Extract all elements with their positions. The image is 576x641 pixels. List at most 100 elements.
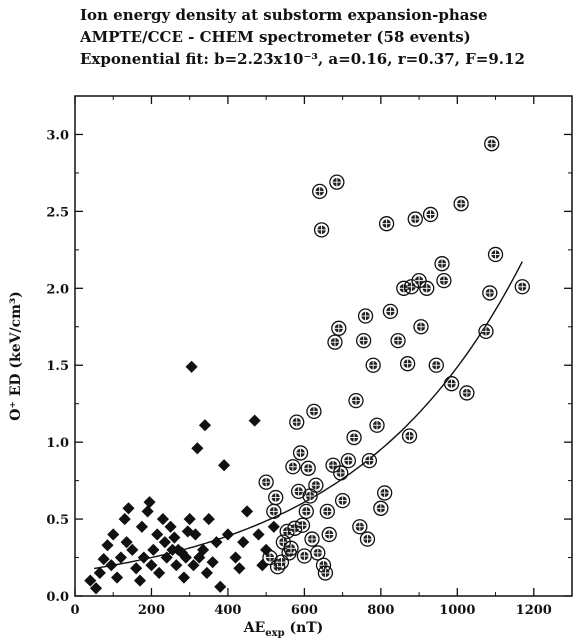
point-outer-ring bbox=[369, 417, 385, 433]
x-tick-label: 200 bbox=[138, 603, 165, 618]
diamond-point bbox=[130, 562, 143, 575]
diamond-point bbox=[141, 505, 154, 518]
diamond-point bbox=[158, 536, 171, 549]
circled-cross-point bbox=[365, 357, 381, 373]
diamond-point bbox=[177, 571, 191, 584]
diamond-point bbox=[252, 528, 265, 541]
diamond-point bbox=[147, 543, 160, 556]
diamond-point bbox=[256, 559, 269, 572]
point-outer-ring bbox=[327, 334, 343, 350]
y-tick-label: 2.0 bbox=[46, 282, 69, 297]
diamond-point bbox=[93, 566, 106, 579]
circled-cross-point bbox=[266, 503, 282, 520]
circled-cross-point bbox=[290, 483, 307, 500]
circled-cross-point bbox=[453, 196, 469, 212]
circled-cross-point bbox=[304, 531, 320, 547]
diamond-point bbox=[197, 543, 210, 556]
point-outer-ring bbox=[289, 414, 305, 430]
point-outer-ring bbox=[390, 332, 406, 349]
point-outer-ring bbox=[434, 256, 450, 272]
point-outer-ring bbox=[361, 452, 378, 469]
point-outer-ring bbox=[268, 489, 284, 506]
y-axis-label: O⁺ ED (keV/cm³) bbox=[8, 291, 24, 420]
circled-cross-point bbox=[348, 392, 364, 409]
circled-cross-point bbox=[306, 403, 322, 420]
point-outer-ring bbox=[331, 320, 347, 336]
circled-cross-point bbox=[294, 517, 311, 533]
point-outer-ring bbox=[285, 459, 301, 475]
x-tick-label: 800 bbox=[367, 603, 394, 618]
circled-cross-point bbox=[268, 489, 284, 506]
diamond-point bbox=[84, 574, 97, 587]
point-outer-ring bbox=[298, 503, 314, 520]
point-outer-ring bbox=[319, 503, 335, 520]
point-outer-ring bbox=[273, 554, 290, 570]
diamond-point bbox=[179, 551, 192, 564]
circled-cross-point bbox=[401, 428, 418, 444]
x-axis-label-unit: (nT) bbox=[285, 620, 324, 636]
point-outer-ring bbox=[407, 211, 423, 227]
circled-cross-point bbox=[352, 519, 368, 535]
circled-cross-point bbox=[313, 222, 330, 238]
plot-frame bbox=[74, 95, 573, 597]
point-outer-ring bbox=[357, 308, 374, 324]
point-outer-ring bbox=[411, 272, 427, 289]
diamond-point bbox=[191, 442, 204, 455]
point-outer-ring bbox=[329, 174, 345, 190]
y-tick-label: 1.5 bbox=[46, 359, 69, 374]
point-outer-ring bbox=[333, 465, 349, 481]
diamond-point bbox=[118, 513, 131, 526]
point-outer-ring bbox=[294, 517, 311, 533]
circled-cross-point bbox=[317, 565, 334, 581]
point-outer-ring bbox=[283, 540, 299, 556]
diamond-point bbox=[120, 536, 133, 549]
circled-cross-point bbox=[399, 356, 416, 372]
point-outer-ring bbox=[401, 428, 418, 444]
y-tick-label: 0.5 bbox=[46, 513, 69, 528]
circled-cross-point bbox=[296, 548, 313, 564]
circled-cross-point bbox=[325, 457, 341, 473]
circled-cross-point bbox=[378, 216, 395, 232]
y-tick-label: 2.5 bbox=[46, 205, 69, 220]
chart-title-block: Ion energy density at substorm expansion… bbox=[80, 4, 570, 70]
point-outer-ring bbox=[308, 477, 324, 493]
circled-cross-point bbox=[419, 280, 435, 296]
circled-cross-point bbox=[273, 554, 290, 570]
point-outer-ring bbox=[317, 565, 334, 581]
point-outer-ring bbox=[269, 559, 286, 575]
point-outer-ring bbox=[413, 319, 429, 335]
diamond-point bbox=[168, 531, 181, 544]
point-outer-ring bbox=[403, 279, 420, 295]
point-outer-ring bbox=[352, 519, 368, 535]
circled-cross-point bbox=[487, 246, 504, 263]
point-outer-ring bbox=[377, 485, 393, 501]
diamond-point bbox=[206, 556, 219, 569]
diamond-point bbox=[114, 551, 127, 564]
circled-cross-point bbox=[434, 256, 450, 272]
point-outer-ring bbox=[514, 279, 530, 295]
x-axis-label-subscript: exp bbox=[265, 628, 284, 639]
diamond-point bbox=[97, 553, 110, 566]
circled-cross-point bbox=[310, 545, 326, 561]
point-outer-ring bbox=[312, 183, 328, 200]
diamond-point bbox=[133, 574, 147, 587]
point-outer-ring bbox=[436, 272, 452, 289]
point-outer-ring bbox=[487, 246, 504, 263]
point-outer-ring bbox=[348, 392, 364, 409]
circled-cross-point bbox=[413, 319, 429, 335]
diamond-point bbox=[164, 520, 177, 533]
x-tick-label: 0 bbox=[70, 603, 79, 618]
circled-cross-point bbox=[292, 445, 309, 461]
x-tick-label: 600 bbox=[291, 603, 318, 618]
point-outer-ring bbox=[378, 216, 395, 232]
point-outer-ring bbox=[428, 357, 444, 373]
point-outer-ring bbox=[292, 445, 309, 461]
point-outer-ring bbox=[459, 385, 475, 401]
circled-cross-point bbox=[361, 452, 378, 469]
point-outer-ring bbox=[365, 357, 381, 373]
point-outer-ring bbox=[359, 531, 376, 547]
point-outer-ring bbox=[321, 526, 337, 543]
diamond-point bbox=[187, 559, 200, 572]
diamond-point bbox=[105, 559, 118, 572]
